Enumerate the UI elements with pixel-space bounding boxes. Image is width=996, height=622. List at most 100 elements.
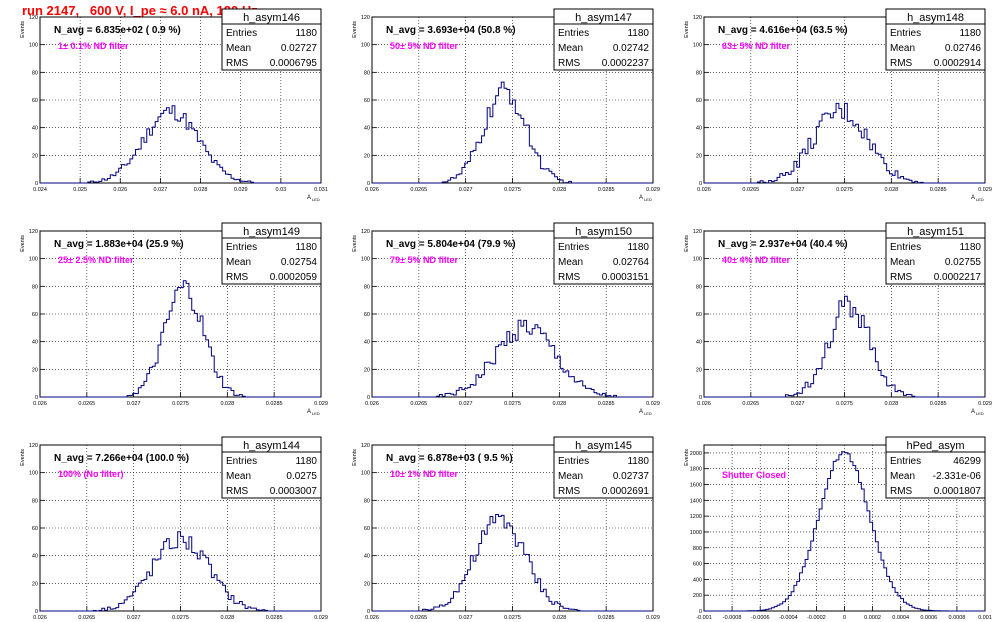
navg-label: N_avg = 6.835e+02 ( 0.9 %) bbox=[54, 25, 181, 36]
histogram-line bbox=[704, 451, 985, 612]
y-tick-label: 40 bbox=[364, 340, 370, 346]
y-tick-label: 100 bbox=[693, 257, 702, 263]
y-tick-label: 400 bbox=[693, 577, 702, 583]
stats-box bbox=[221, 451, 322, 499]
stats-label: RMS bbox=[226, 486, 249, 497]
stats-label: Mean bbox=[558, 471, 583, 482]
stats-value: 1180 bbox=[959, 242, 981, 253]
y-tick-label: 60 bbox=[364, 312, 370, 318]
x-tick-label: 0.026 bbox=[365, 401, 379, 407]
y-tick-label: 1600 bbox=[690, 483, 702, 489]
stats-value: 1180 bbox=[295, 456, 317, 467]
x-tick-label: 0.026 bbox=[365, 615, 379, 621]
stats-label: Mean bbox=[890, 257, 915, 268]
stats-label: Entries bbox=[558, 456, 589, 467]
x-tick-label: 0.026 bbox=[697, 187, 711, 193]
y-tick-label: 80 bbox=[364, 70, 370, 76]
filter-label: Shutter Closed bbox=[722, 470, 786, 480]
stats-box bbox=[221, 237, 322, 285]
filter-label: 10± 1% ND filter bbox=[390, 469, 458, 479]
x-tick-label: 0.029 bbox=[646, 401, 660, 407]
histogram-name: h_asym146 bbox=[243, 12, 300, 24]
histogram-panel-h_asym149: 0.026 0.0265 0.027 0.0275 0.028 0.0285 0.029 0 2… bbox=[20, 222, 328, 416]
stats-box bbox=[885, 237, 986, 285]
y-tick-label: 0 bbox=[35, 609, 38, 615]
stats-label: RMS bbox=[226, 272, 249, 283]
x-tick-label: 0.0008 bbox=[948, 615, 965, 621]
y-axis-label: Events bbox=[352, 449, 358, 466]
y-tick-label: 40 bbox=[364, 554, 370, 560]
x-tick-label: 0.029 bbox=[646, 187, 660, 193]
y-tick-label: 120 bbox=[29, 443, 38, 449]
y-tick-label: 20 bbox=[696, 153, 702, 159]
x-tick-label: 0.029 bbox=[314, 401, 328, 407]
y-tick-label: 60 bbox=[32, 526, 38, 532]
histogram-panel-h_asym147: 0.026 0.0265 0.027 0.0275 0.028 0.0285 0.029 0 2… bbox=[352, 8, 660, 202]
x-tick-label: 0.031 bbox=[314, 187, 328, 193]
stats-label: Entries bbox=[890, 456, 921, 467]
y-tick-label: 20 bbox=[364, 153, 370, 159]
y-tick-label: 20 bbox=[364, 367, 370, 373]
x-axis-label: A bbox=[639, 195, 643, 201]
x-tick-label: 0.0285 bbox=[930, 187, 947, 193]
y-tick-label: 800 bbox=[693, 546, 702, 552]
y-tick-label: 120 bbox=[29, 229, 38, 235]
y-tick-label: 1200 bbox=[690, 514, 702, 520]
stats-label: Entries bbox=[226, 456, 257, 467]
y-tick-label: 100 bbox=[361, 471, 370, 477]
x-tick-label: 0.0285 bbox=[266, 615, 283, 621]
stats-value: 1180 bbox=[627, 28, 649, 39]
y-tick-label: 200 bbox=[693, 593, 702, 599]
x-tick-label: 0.0285 bbox=[266, 401, 283, 407]
stats-value: 0.02746 bbox=[945, 43, 982, 54]
x-tick-label: 0.0275 bbox=[172, 615, 189, 621]
stats-value: 0.0002059 bbox=[270, 272, 318, 283]
x-tick-label: 0.027 bbox=[459, 187, 473, 193]
x-tick-label: 0.027 bbox=[127, 401, 141, 407]
y-tick-label: 60 bbox=[32, 98, 38, 104]
x-axis-label-subscript: LED bbox=[976, 411, 984, 416]
y-tick-label: 0 bbox=[367, 395, 370, 401]
y-tick-label: 100 bbox=[693, 43, 702, 49]
histogram-panel-h_asym145: 0.026 0.0265 0.027 0.0275 0.028 0.0285 0.029 0 2… bbox=[352, 436, 660, 621]
x-tick-label: 0.028 bbox=[194, 187, 208, 193]
x-tick-label: -0.0002 bbox=[807, 615, 826, 621]
stats-label: Entries bbox=[890, 242, 921, 253]
x-tick-label: -0.001 bbox=[696, 615, 712, 621]
y-tick-label: 100 bbox=[361, 43, 370, 49]
stats-value: 0.02737 bbox=[613, 471, 650, 482]
y-tick-label: 80 bbox=[696, 284, 702, 290]
x-tick-label: -0.0004 bbox=[779, 615, 798, 621]
histogram-line bbox=[704, 295, 985, 398]
y-tick-label: 100 bbox=[29, 43, 38, 49]
y-tick-label: 120 bbox=[361, 443, 370, 449]
stats-label: Entries bbox=[558, 242, 589, 253]
y-tick-label: 120 bbox=[361, 229, 370, 235]
x-tick-label: 0.027 bbox=[791, 401, 805, 407]
stats-value: 0.0002237 bbox=[602, 58, 650, 69]
x-axis-label-subscript: LED bbox=[312, 197, 320, 202]
x-tick-label: 0.028 bbox=[552, 187, 566, 193]
stats-value: 0.0002691 bbox=[602, 486, 650, 497]
x-axis-label-subscript: LED bbox=[644, 197, 652, 202]
x-tick-label: 0.03 bbox=[275, 187, 286, 193]
stats-label: Mean bbox=[890, 43, 915, 54]
navg-label: N_avg = 5.804e+04 (79.9 %) bbox=[386, 239, 516, 250]
x-tick-label: 0.0285 bbox=[598, 401, 615, 407]
x-axis-label-subscript: LED bbox=[312, 411, 320, 416]
stats-value: 0.0006795 bbox=[270, 58, 318, 69]
stats-label: Entries bbox=[890, 28, 921, 39]
stats-value: 1180 bbox=[295, 28, 317, 39]
stats-value: 0.0003151 bbox=[602, 272, 650, 283]
y-tick-label: 40 bbox=[696, 340, 702, 346]
histogram-name: h_asym148 bbox=[907, 12, 964, 24]
x-tick-label: 0.0265 bbox=[78, 615, 95, 621]
x-tick-label: 0.0285 bbox=[598, 187, 615, 193]
histogram-line bbox=[372, 319, 653, 398]
x-tick-label: 0.029 bbox=[314, 615, 328, 621]
x-tick-label: 0.027 bbox=[154, 187, 168, 193]
stats-label: Entries bbox=[558, 28, 589, 39]
y-tick-label: 20 bbox=[696, 367, 702, 373]
stats-label: RMS bbox=[890, 486, 913, 497]
